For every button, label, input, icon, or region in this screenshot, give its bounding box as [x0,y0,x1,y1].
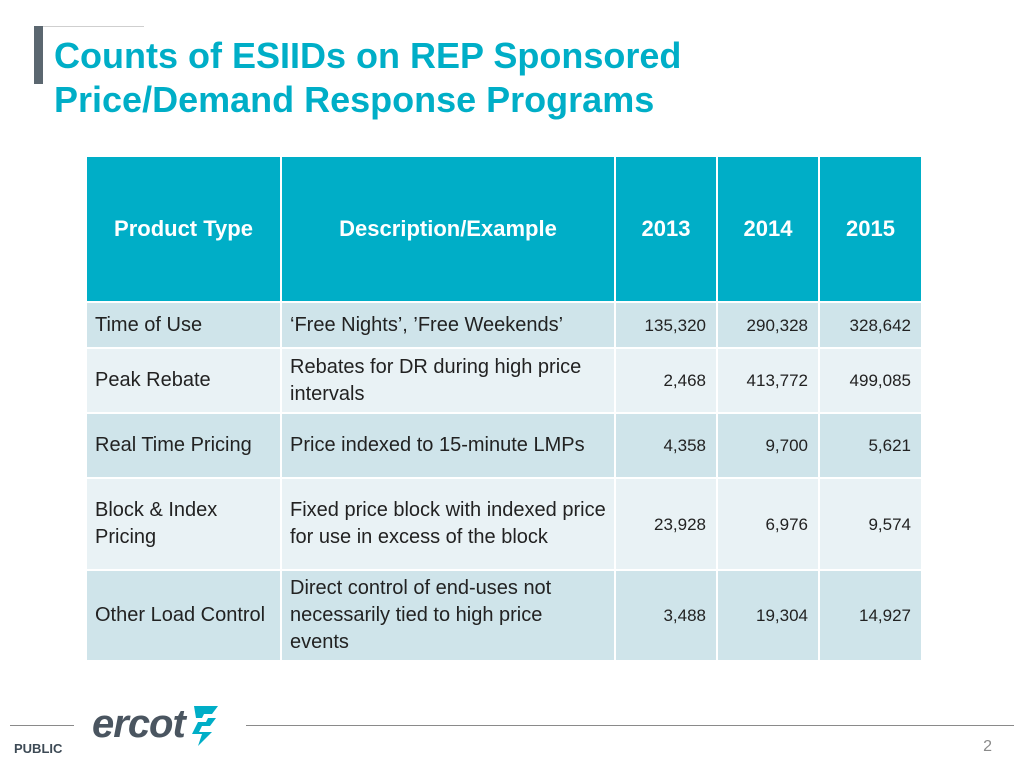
cell-product: Peak Rebate [85,347,282,414]
footer-rule-right [246,725,1014,726]
cell-product: Real Time Pricing [85,412,282,479]
cell-2014: 6,976 [716,477,820,571]
table-header-row: Product Type Description/Example 2013 20… [85,155,923,303]
cell-2015: 14,927 [818,569,923,662]
cell-2014: 19,304 [716,569,820,662]
cell-product: Time of Use [85,301,282,349]
esiid-counts-table: Product Type Description/Example 2013 20… [85,155,923,662]
cell-2015: 9,574 [818,477,923,571]
header-2014: 2014 [716,155,820,303]
slide-title-line-1: Counts of ESIIDs on REP Sponsored [54,35,682,76]
cell-2014: 290,328 [716,301,820,349]
header-product-type: Product Type [85,155,282,303]
cell-2015: 499,085 [818,347,923,414]
cell-2014: 9,700 [716,412,820,479]
cell-description: Direct control of end-uses not necessari… [280,569,616,662]
cell-description: Rebates for DR during high price interva… [280,347,616,414]
cell-product: Other Load Control [85,569,282,662]
cell-2013: 2,468 [614,347,718,414]
cell-2015: 5,621 [818,412,923,479]
cell-product: Block & Index Pricing [85,477,282,571]
cell-2014: 413,772 [716,347,820,414]
slide-title: Counts of ESIIDs on REP Sponsored Price/… [54,34,681,122]
title-rule [34,26,144,27]
table-row: Time of Use ‘Free Nights’, ’Free Weekend… [85,301,923,349]
cell-2013: 4,358 [614,412,718,479]
lightning-bolt-icon [192,706,218,746]
cell-2013: 23,928 [614,477,718,571]
table-row: Real Time Pricing Price indexed to 15-mi… [85,412,923,479]
header-2013: 2013 [614,155,718,303]
slide-title-line-2: Price/Demand Response Programs [54,79,655,120]
page-number: 2 [983,738,992,755]
cell-description: ‘Free Nights’, ’Free Weekends’ [280,301,616,349]
table-row: Peak Rebate Rebates for DR during high p… [85,347,923,414]
title-accent-bar [34,26,43,84]
header-2015: 2015 [818,155,923,303]
cell-description: Price indexed to 15-minute LMPs [280,412,616,479]
footer-rule-left [10,725,74,726]
ercot-logo-text: ercot [92,702,186,746]
header-description: Description/Example [280,155,616,303]
table-row: Block & Index Pricing Fixed price block … [85,477,923,571]
classification-label: PUBLIC [14,741,63,756]
cell-description: Fixed price block with indexed price for… [280,477,616,571]
cell-2013: 135,320 [614,301,718,349]
cell-2015: 328,642 [818,301,923,349]
cell-2013: 3,488 [614,569,718,662]
table-row: Other Load Control Direct control of end… [85,569,923,662]
ercot-logo: ercot [92,700,232,752]
